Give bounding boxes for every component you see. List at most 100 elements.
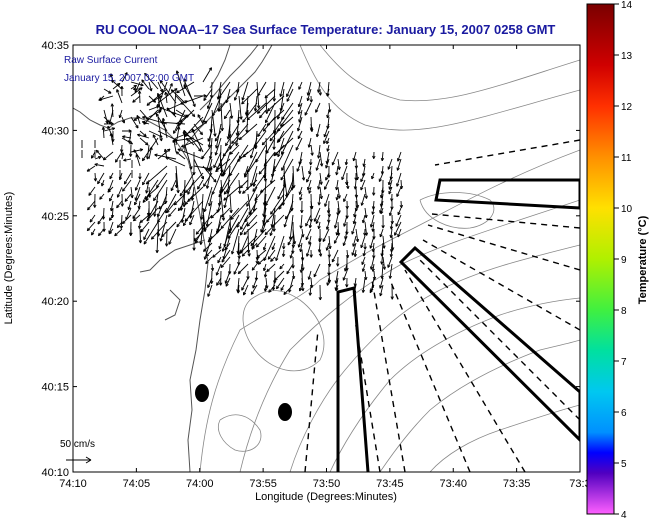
current-vector — [235, 130, 240, 146]
current-vector — [193, 120, 208, 132]
current-vector — [121, 152, 124, 160]
current-vector — [186, 137, 195, 146]
current-vector — [390, 221, 393, 230]
current-vector — [204, 186, 213, 212]
current-vector — [281, 102, 294, 120]
current-vector — [124, 193, 132, 202]
current-vector — [148, 95, 156, 103]
current-vector — [370, 214, 375, 228]
current-vector — [220, 165, 223, 177]
current-vector — [159, 80, 177, 104]
current-vector — [109, 214, 114, 221]
current-vector — [241, 81, 249, 101]
current-vector — [394, 221, 402, 236]
current-vector — [146, 144, 150, 160]
current-vector — [397, 228, 402, 238]
current-vector — [269, 123, 285, 142]
current-vector — [337, 158, 340, 170]
current-vector — [144, 72, 159, 90]
current-vector — [197, 114, 204, 125]
current-vector — [246, 102, 267, 121]
current-vector — [360, 235, 366, 248]
colorbar-tick-label: 12 — [621, 102, 633, 113]
current-vector — [141, 79, 150, 90]
current-vector — [263, 235, 276, 261]
current-vector — [299, 193, 303, 201]
current-vector — [271, 207, 276, 228]
current-vector — [369, 235, 375, 249]
current-vector — [254, 186, 267, 201]
current-vector — [210, 207, 222, 219]
current-vector — [289, 214, 294, 240]
current-vector — [244, 165, 249, 177]
current-vector — [91, 228, 96, 236]
current-vector — [298, 102, 303, 115]
current-vector — [151, 221, 168, 240]
current-vector — [207, 284, 213, 297]
current-vector — [130, 148, 143, 153]
current-vector — [388, 172, 393, 186]
current-vector — [259, 109, 267, 119]
current-vector — [301, 165, 305, 181]
current-vector — [390, 228, 393, 238]
current-vector — [214, 130, 222, 142]
current-vector — [292, 228, 296, 245]
current-vector — [99, 193, 105, 200]
current-vector — [134, 81, 141, 93]
current-vector — [364, 270, 367, 280]
current-vector — [395, 214, 402, 227]
current-vector — [111, 103, 114, 118]
map-title: RU COOL NOAA–17 Sea Surface Temperature:… — [95, 22, 556, 37]
current-vector — [400, 200, 402, 208]
current-vector — [122, 179, 132, 192]
current-vector — [165, 156, 186, 167]
current-vector — [156, 228, 159, 253]
current-vector — [264, 214, 285, 235]
current-vector — [139, 137, 149, 146]
colorbar — [586, 3, 615, 515]
current-vector — [225, 123, 240, 147]
current-vector — [193, 123, 203, 135]
current-vector — [244, 207, 258, 223]
current-vector — [264, 88, 276, 99]
current-vector — [346, 179, 349, 189]
current-vector — [187, 186, 204, 202]
current-vector — [162, 118, 168, 139]
current-vector — [271, 158, 276, 177]
current-vector — [283, 284, 294, 295]
current-vector — [175, 151, 186, 160]
current-vector — [308, 137, 312, 148]
current-vector — [148, 186, 151, 198]
current-vector — [133, 214, 141, 222]
current-vector — [299, 242, 303, 252]
current-vector — [218, 95, 231, 112]
current-vector — [175, 95, 196, 117]
current-vector — [140, 221, 150, 233]
current-vector — [364, 207, 367, 218]
current-vector — [263, 179, 267, 206]
current-vector — [379, 277, 384, 289]
current-vector — [353, 284, 357, 294]
colorbar-tick-label: 5 — [621, 459, 627, 470]
y-tick-label: 40:35 — [41, 40, 69, 52]
current-vector — [335, 270, 339, 284]
current-vector — [331, 249, 339, 263]
current-vector — [353, 151, 357, 162]
current-vector — [250, 228, 267, 247]
colorbar-tick-label: 13 — [621, 51, 633, 62]
current-vector — [390, 249, 393, 258]
current-vector — [94, 163, 105, 167]
current-vector — [360, 179, 366, 191]
current-vector — [231, 228, 240, 255]
current-vector — [88, 186, 96, 196]
current-vector — [316, 123, 321, 138]
current-vector — [184, 144, 192, 170]
current-vector — [326, 221, 330, 230]
current-vector — [172, 137, 195, 142]
current-vector — [202, 214, 205, 231]
current-vector — [218, 186, 222, 206]
current-vector — [116, 221, 123, 228]
current-vector — [207, 130, 213, 142]
current-vector — [252, 172, 267, 192]
current-vector — [306, 242, 312, 257]
